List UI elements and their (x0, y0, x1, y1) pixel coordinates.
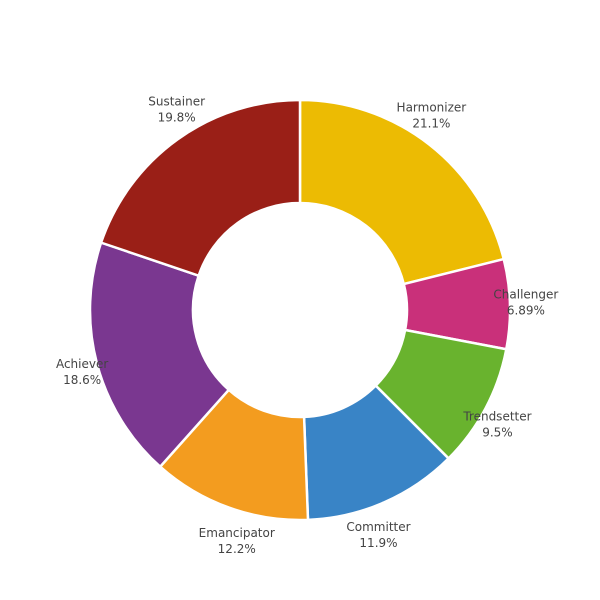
slice-label: Achiever (56, 357, 108, 371)
slice-value-label: 11.9% (359, 536, 397, 550)
donut-slice (99, 98, 302, 278)
slice-value-label: 6.89% (507, 304, 545, 318)
donut-slice (88, 241, 231, 469)
slice-value-label: 18.6% (63, 373, 101, 387)
slice-value-label: 19.8% (158, 111, 196, 125)
slice-label: Challenger (493, 288, 558, 302)
slice-value-label: 12.2% (218, 542, 256, 556)
donut-slice (298, 98, 506, 286)
slice-value-label: 9.5% (482, 426, 513, 440)
slice-label: Emancipator (199, 526, 275, 540)
slice-label: Trendsetter (462, 410, 531, 424)
slice-value-label: 21.1% (412, 117, 450, 131)
slice-label: Committer (346, 520, 410, 534)
slice-label: Harmonizer (397, 101, 467, 115)
slice-label: Sustainer (148, 95, 205, 109)
